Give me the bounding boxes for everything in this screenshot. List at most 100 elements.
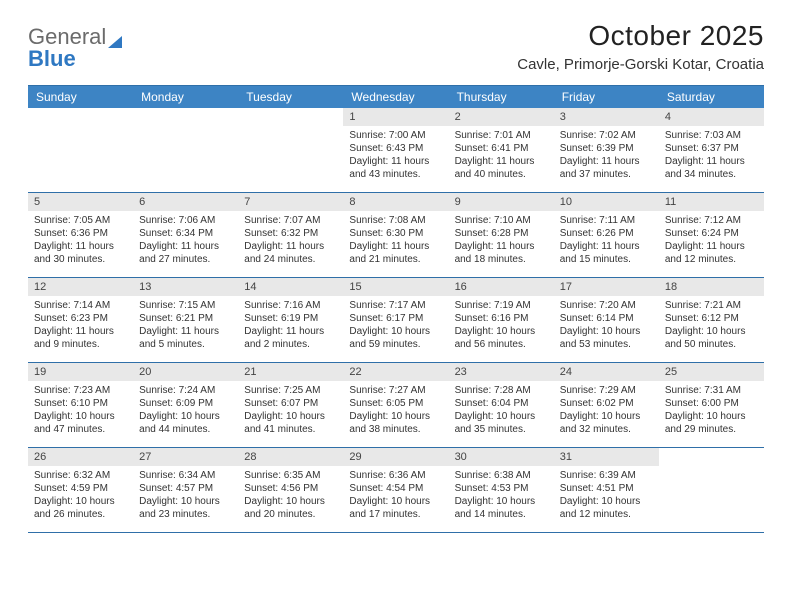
day-number: 13 [133, 278, 238, 296]
sunrise-text: Sunrise: 7:28 AM [455, 384, 548, 397]
daylight-text: Daylight: 11 hours and 2 minutes. [244, 325, 337, 351]
day-number: 5 [28, 193, 133, 211]
sunrise-text: Sunrise: 7:10 AM [455, 214, 548, 227]
day-cell: 26Sunrise: 6:32 AMSunset: 4:59 PMDayligh… [28, 448, 133, 532]
daylight-text: Daylight: 11 hours and 15 minutes. [560, 240, 653, 266]
day-number: 26 [28, 448, 133, 466]
day-cell: 20Sunrise: 7:24 AMSunset: 6:09 PMDayligh… [133, 363, 238, 447]
daylight-text: Daylight: 10 hours and 56 minutes. [455, 325, 548, 351]
sunrise-text: Sunrise: 7:25 AM [244, 384, 337, 397]
sunset-text: Sunset: 6:26 PM [560, 227, 653, 240]
sunrise-text: Sunrise: 7:20 AM [560, 299, 653, 312]
sunrise-text: Sunrise: 7:31 AM [665, 384, 758, 397]
day-cell: 4Sunrise: 7:03 AMSunset: 6:37 PMDaylight… [659, 108, 764, 192]
sunset-text: Sunset: 6:19 PM [244, 312, 337, 325]
day-cell: 11Sunrise: 7:12 AMSunset: 6:24 PMDayligh… [659, 193, 764, 277]
daylight-text: Daylight: 11 hours and 43 minutes. [349, 155, 442, 181]
daylight-text: Daylight: 10 hours and 26 minutes. [34, 495, 127, 521]
day-number: 16 [449, 278, 554, 296]
day-cell: 18Sunrise: 7:21 AMSunset: 6:12 PMDayligh… [659, 278, 764, 362]
sunrise-text: Sunrise: 6:39 AM [560, 469, 653, 482]
day-number: 2 [449, 108, 554, 126]
header: General Blue October 2025 Cavle, Primorj… [28, 20, 764, 73]
day-cell: 19 Sunrise: 7:23 AMSunset: 6:10 PMDayligh… [28, 363, 133, 447]
day-number: 17 [554, 278, 659, 296]
sunrise-text: Sunrise: 7:06 AM [139, 214, 232, 227]
day-number: 8 [343, 193, 448, 211]
day-cell: 8Sunrise: 7:08 AMSunset: 6:30 PMDaylight… [343, 193, 448, 277]
daylight-text: Daylight: 10 hours and 50 minutes. [665, 325, 758, 351]
sunrise-text: Sunrise: 7:12 AM [665, 214, 758, 227]
week-row: 12Sunrise: 7:14 AMSunset: 6:23 PMDayligh… [28, 278, 764, 363]
sunrise-text: Sunrise: 7:16 AM [244, 299, 337, 312]
day-number: 28 [238, 448, 343, 466]
sunset-text: Sunset: 6:10 PM [34, 397, 127, 410]
daylight-text: Daylight: 11 hours and 12 minutes. [665, 240, 758, 266]
day-number: 9 [449, 193, 554, 211]
daylight-text: Daylight: 11 hours and 30 minutes. [34, 240, 127, 266]
dow-sunday: Sunday [28, 86, 133, 108]
day-cell: 2Sunrise: 7:01 AMSunset: 6:41 PMDaylight… [449, 108, 554, 192]
daylight-text: Daylight: 11 hours and 34 minutes. [665, 155, 758, 181]
sunset-text: Sunset: 6:32 PM [244, 227, 337, 240]
sunset-text: Sunset: 6:30 PM [349, 227, 442, 240]
calendar-grid: Sunday Monday Tuesday Wednesday Thursday… [28, 85, 764, 533]
day-cell: 28 Sunrise: 6:35 AMSunset: 4:56 PMDayligh… [238, 448, 343, 532]
sunrise-text: Sunrise: 7:14 AM [34, 299, 127, 312]
daylight-text: Daylight: 11 hours and 40 minutes. [455, 155, 548, 181]
daylight-text: Daylight: 11 hours and 18 minutes. [455, 240, 548, 266]
day-number: 12 [28, 278, 133, 296]
day-number [238, 108, 343, 112]
sunset-text: Sunset: 6:04 PM [455, 397, 548, 410]
day-number: 19 [28, 363, 133, 381]
daylight-text: Daylight: 10 hours and 20 minutes. [244, 495, 337, 521]
day-number: 3 [554, 108, 659, 126]
week-row: 5Sunrise: 7:05 AMSunset: 6:36 PMDaylight… [28, 193, 764, 278]
weeks-container: 1Sunrise: 7:00 AMSunset: 6:43 PMDaylight… [28, 108, 764, 533]
day-cell [133, 108, 238, 192]
sunrise-text: Sunrise: 7:29 AM [560, 384, 653, 397]
daylight-text: Daylight: 10 hours and 47 minutes. [34, 410, 127, 436]
day-number: 11 [659, 193, 764, 211]
day-cell: 6Sunrise: 7:06 AMSunset: 6:34 PMDaylight… [133, 193, 238, 277]
day-cell: 7Sunrise: 7:07 AMSunset: 6:32 PMDaylight… [238, 193, 343, 277]
day-number: 24 [554, 363, 659, 381]
day-number: 15 [343, 278, 448, 296]
daylight-text: Daylight: 10 hours and 14 minutes. [455, 495, 548, 521]
brand-logo: General Blue [28, 20, 122, 70]
day-number: 29 [343, 448, 448, 466]
sunset-text: Sunset: 4:56 PM [244, 482, 337, 495]
brand-part1: General [28, 26, 106, 48]
sunrise-text: Sunrise: 7:17 AM [349, 299, 442, 312]
daylight-text: Daylight: 11 hours and 27 minutes. [139, 240, 232, 266]
sunrise-text: Sunrise: 6:35 AM [244, 469, 337, 482]
day-of-week-header: Sunday Monday Tuesday Wednesday Thursday… [28, 86, 764, 108]
sunset-text: Sunset: 6:02 PM [560, 397, 653, 410]
sunset-text: Sunset: 6:21 PM [139, 312, 232, 325]
sunrise-text: Sunrise: 7:23 AM [34, 384, 127, 397]
day-cell: 22Sunrise: 7:27 AMSunset: 6:05 PMDayligh… [343, 363, 448, 447]
day-cell: 27Sunrise: 6:34 AMSunset: 4:57 PMDayligh… [133, 448, 238, 532]
sunrise-text: Sunrise: 7:27 AM [349, 384, 442, 397]
sunset-text: Sunset: 6:28 PM [455, 227, 548, 240]
calendar-page: General Blue October 2025 Cavle, Primorj… [0, 0, 792, 553]
daylight-text: Daylight: 10 hours and 53 minutes. [560, 325, 653, 351]
day-cell: 14Sunrise: 7:16 AMSunset: 6:19 PMDayligh… [238, 278, 343, 362]
day-cell: 5Sunrise: 7:05 AMSunset: 6:36 PMDaylight… [28, 193, 133, 277]
sunrise-text: Sunrise: 7:19 AM [455, 299, 548, 312]
sunset-text: Sunset: 6:14 PM [560, 312, 653, 325]
sunset-text: Sunset: 4:57 PM [139, 482, 232, 495]
daylight-text: Daylight: 10 hours and 23 minutes. [139, 495, 232, 521]
sunset-text: Sunset: 6:43 PM [349, 142, 442, 155]
sunrise-text: Sunrise: 7:24 AM [139, 384, 232, 397]
sunset-text: Sunset: 6:37 PM [665, 142, 758, 155]
day-number: 10 [554, 193, 659, 211]
day-cell: 30Sunrise: 6:38 AMSunset: 4:53 PMDayligh… [449, 448, 554, 532]
daylight-text: Daylight: 11 hours and 21 minutes. [349, 240, 442, 266]
sunset-text: Sunset: 6:41 PM [455, 142, 548, 155]
daylight-text: Daylight: 10 hours and 12 minutes. [560, 495, 653, 521]
sunset-text: Sunset: 6:09 PM [139, 397, 232, 410]
day-cell: 31Sunrise: 6:39 AMSunset: 4:51 PMDayligh… [554, 448, 659, 532]
day-cell: 3Sunrise: 7:02 AMSunset: 6:39 PMDaylight… [554, 108, 659, 192]
daylight-text: Daylight: 11 hours and 9 minutes. [34, 325, 127, 351]
